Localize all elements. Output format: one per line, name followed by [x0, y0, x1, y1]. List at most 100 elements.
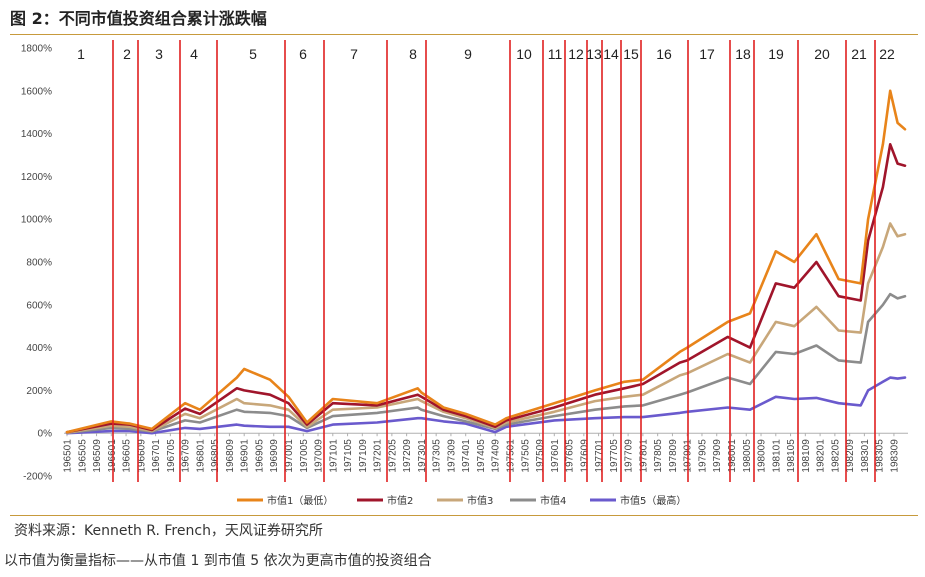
x-tick-label: 197909: [712, 439, 723, 473]
legend-label-5: 市值5（最高）: [620, 494, 686, 507]
series-line-4: [65, 292, 907, 435]
x-tick-label: 197501: [505, 439, 516, 473]
y-tick-label: 0%: [38, 429, 53, 440]
y-tick-label: 600%: [26, 300, 52, 311]
x-tick-label: 196505: [77, 439, 88, 473]
x-tick-label: 197509: [535, 439, 546, 473]
period-labels: 1 2 3 4 5 6 7 8 9 10 11 12 13 14 15 16 17 18 19 20 21 22: [77, 46, 895, 62]
x-tick-label: 196709: [181, 439, 192, 473]
period-label: 7: [350, 46, 358, 62]
x-tick-label: 197205: [387, 439, 398, 473]
period-label: 8: [409, 46, 417, 62]
top-rule: [10, 34, 918, 35]
period-label: 5: [249, 46, 257, 62]
x-tick-label: 197309: [446, 439, 457, 473]
y-axis: -200% 0% 200% 400% 600% 800% 1000% 1200% 1400% 16…: [21, 44, 52, 483]
y-tick-label: 1000%: [21, 215, 52, 226]
y-tick-label: 200%: [26, 386, 52, 397]
period-label: 19: [768, 46, 784, 62]
x-tick-label: 197305: [432, 439, 443, 473]
x-tick-label: 196701: [151, 439, 162, 473]
x-tick-label: 197109: [358, 439, 369, 473]
period-label: 1: [77, 46, 85, 62]
period-label: 10: [516, 46, 532, 62]
x-tick-label: 197405: [476, 439, 487, 473]
period-label: 18: [735, 46, 751, 62]
x-tick-label: 198101: [771, 439, 782, 473]
x-tick-label: 197505: [520, 439, 531, 473]
y-tick-label: -200%: [23, 472, 52, 483]
x-tick-label: 196609: [136, 439, 147, 473]
x-tick-label: 198301: [860, 439, 871, 473]
period-label: 2: [123, 46, 131, 62]
y-tick-label: 800%: [26, 258, 52, 269]
period-label: 21: [851, 46, 867, 62]
x-tick-label: 196509: [92, 439, 103, 473]
y-tick-label: 1600%: [21, 86, 52, 97]
period-label: 9: [464, 46, 472, 62]
series-lines: [65, 89, 907, 435]
x-tick-label: 196605: [122, 439, 133, 473]
legend-label-3: 市值3: [467, 494, 493, 507]
period-dividers: [112, 40, 876, 482]
legend-label-2: 市值2: [387, 494, 413, 507]
x-tick-label: 197805: [653, 439, 664, 473]
period-label: 6: [299, 46, 307, 62]
x-tick-label: 197301: [417, 439, 428, 473]
period-label: 11: [548, 46, 563, 62]
x-tick-label: 196501: [63, 439, 74, 473]
x-tick-label: 197201: [373, 439, 384, 473]
series-line-5: [65, 376, 907, 435]
period-label: 17: [699, 46, 715, 62]
period-label: 16: [656, 46, 672, 62]
x-tick-label: 197401: [461, 439, 472, 473]
series-line-2: [65, 143, 907, 434]
series-line-1: [65, 89, 907, 434]
x-tick-label: 198009: [757, 439, 768, 473]
x-tick-label: 198005: [742, 439, 753, 473]
x-tick-label: 198001: [727, 439, 738, 473]
x-tick-label: 197105: [343, 439, 354, 473]
x-tick-label: 196805: [210, 439, 221, 473]
period-label: 12: [568, 46, 584, 62]
y-tick-label: 1200%: [21, 172, 52, 183]
x-tick-label: 198309: [889, 439, 900, 473]
x-tick-label: 198105: [786, 439, 797, 473]
period-label: 13: [586, 46, 602, 62]
page-title: 图 2：不同市值投资组合累计涨跌幅: [10, 9, 267, 28]
legend: 市值1（最低） 市值2 市值3 市值4 市值5（最高）: [237, 494, 686, 507]
x-tick-label: 197801: [638, 439, 649, 473]
y-tick-label: 1800%: [21, 44, 52, 55]
x-tick-label: 197605: [565, 439, 576, 473]
x-tick-label: 196909: [269, 439, 280, 473]
cumulative-return-chart: -200%0%200%400%600%800%1000%1200%1400%16…: [21, 40, 908, 507]
x-tick-label: 197609: [579, 439, 590, 473]
x-tick-label: 198201: [816, 439, 827, 473]
period-label: 15: [623, 46, 639, 62]
caption-note: 以市值为衡量指标——从市值 1 到市值 5 依次为更高市值的投资组合: [4, 553, 432, 569]
x-tick-label: 198109: [801, 439, 812, 473]
period-label: 4: [190, 46, 198, 62]
x-tick-label: 196809: [225, 439, 236, 473]
x-tick-label: 197409: [491, 439, 502, 473]
x-tick-label: 196801: [195, 439, 206, 473]
y-tick-label: 400%: [26, 343, 52, 354]
period-label: 14: [603, 46, 619, 62]
bottom-rule: [10, 515, 918, 516]
x-tick-label: 197709: [624, 439, 635, 473]
x-tick-label: 197005: [299, 439, 310, 473]
series-line-3: [65, 222, 907, 434]
x-tick-label: 197001: [284, 439, 295, 473]
legend-label-4: 市值4: [540, 494, 566, 507]
period-label: 3: [155, 46, 163, 62]
x-tick-label: 196705: [166, 439, 177, 473]
x-tick-label: 197809: [668, 439, 679, 473]
x-tick-label: 197009: [314, 439, 325, 473]
x-tick-label: 197601: [550, 439, 561, 473]
x-tick-label: 197701: [594, 439, 605, 473]
x-axis: 1965011965051965091966011966051966091967…: [63, 433, 900, 473]
x-tick-label: 196905: [254, 439, 265, 473]
x-tick-label: 197705: [609, 439, 620, 473]
x-tick-label: 197209: [402, 439, 413, 473]
x-tick-label: 198205: [830, 439, 841, 473]
